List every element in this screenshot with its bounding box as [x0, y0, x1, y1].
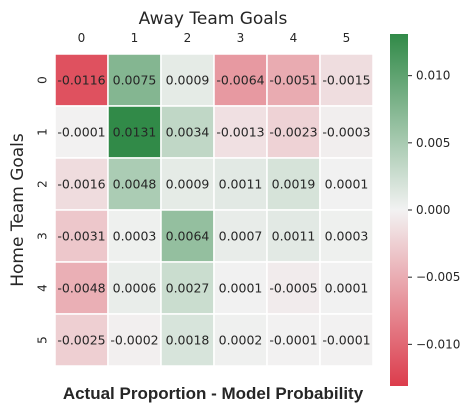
y-tick-label: 3 — [36, 232, 50, 240]
heatmap-cell — [213, 157, 268, 211]
heatmap-cell — [54, 209, 109, 263]
cell-value-label: -0.0064 — [216, 73, 264, 88]
cell-value-label: 0.0001 — [325, 281, 369, 296]
cell-value-label: 0.0048 — [113, 177, 157, 192]
colorbar-gradient — [390, 34, 408, 386]
cell-value-label: -0.0023 — [269, 125, 317, 140]
heatmap-cells: -0.0116 0.0075 0.0009 -0.0064 -0.0051 -0.0015… — [54, 53, 374, 367]
heatmap-cell — [319, 261, 374, 315]
x-tick-labels: 0 1 2 3 4 5 — [78, 31, 351, 45]
cell-value-label: 0.0131 — [113, 125, 157, 140]
cell-value-label: 0.0027 — [166, 281, 210, 296]
heatmap-cell — [319, 313, 374, 367]
colorbar-tick-label: −0.005 — [416, 270, 460, 284]
x-axis-label: Away Team Goals — [139, 9, 288, 29]
cell-value-label: -0.0005 — [269, 281, 317, 296]
y-tick-label: 1 — [36, 128, 50, 136]
heatmap-cell — [266, 209, 321, 263]
heatmap-cell — [266, 261, 321, 315]
cell-value-label: 0.0006 — [113, 281, 157, 296]
x-tick-label: 1 — [131, 31, 139, 45]
cell-value-label: 0.0001 — [325, 177, 369, 192]
cell-value-label: -0.0013 — [216, 125, 264, 140]
heatmap-cell — [213, 209, 268, 263]
heatmap-cell — [107, 53, 162, 107]
heatmap-cell — [319, 157, 374, 211]
heatmap-cell — [319, 209, 374, 263]
heatmap-cell — [160, 209, 215, 263]
x-tick-label: 4 — [290, 31, 298, 45]
cell-value-label: -0.0003 — [322, 125, 370, 140]
colorbar-tick-label: 0.010 — [416, 69, 450, 83]
chart-title: Actual Proportion - Model Probability — [63, 384, 364, 403]
cell-value-label: -0.0051 — [269, 73, 317, 88]
colorbar-tick-label: 0.000 — [416, 203, 450, 217]
heatmap-cell — [319, 105, 374, 159]
cell-value-label: -0.0001 — [269, 333, 317, 348]
cell-value-label: 0.0001 — [219, 281, 263, 296]
heatmap-cell — [213, 261, 268, 315]
heatmap-cell — [319, 53, 374, 107]
heatmap-cell — [213, 105, 268, 159]
x-tick-label: 5 — [343, 31, 351, 45]
cell-value-label: 0.0064 — [166, 229, 210, 244]
heatmap-cell — [54, 313, 109, 367]
y-tick-label: 2 — [36, 180, 50, 188]
colorbar-tick-label: 0.005 — [416, 136, 450, 150]
colorbar: 0.010 0.005 0.000 −0.005 −0.010 — [390, 34, 460, 386]
y-axis-label: Home Team Goals — [8, 133, 28, 287]
cell-value-label: 0.0019 — [272, 177, 316, 192]
cell-value-label: -0.0001 — [322, 333, 370, 348]
cell-value-label: -0.0016 — [57, 177, 105, 192]
x-tick-label: 3 — [237, 31, 245, 45]
cell-value-label: -0.0048 — [57, 281, 105, 296]
heatmap-cell — [266, 313, 321, 367]
cell-value-label: 0.0011 — [219, 177, 263, 192]
y-tick-label: 5 — [36, 336, 50, 344]
x-tick-label: 2 — [184, 31, 192, 45]
cell-value-label: 0.0002 — [219, 333, 263, 348]
cell-value-label: 0.0009 — [166, 73, 210, 88]
heatmap-cell — [266, 157, 321, 211]
cell-value-label: 0.0034 — [166, 125, 210, 140]
cell-value-label: -0.0002 — [110, 333, 158, 348]
cell-value-label: -0.0116 — [57, 73, 105, 88]
heatmap-cell — [160, 261, 215, 315]
x-tick-label: 0 — [78, 31, 86, 45]
y-tick-labels: 0 1 2 3 4 5 — [36, 76, 50, 344]
cell-value-label: -0.0025 — [57, 333, 105, 348]
cell-value-label: 0.0018 — [166, 333, 210, 348]
heatmap-cell — [213, 313, 268, 367]
y-tick-label: 0 — [36, 76, 50, 84]
heatmap-cell — [107, 157, 162, 211]
cell-value-label: 0.0007 — [219, 229, 263, 244]
heatmap-cell — [107, 105, 162, 159]
colorbar-tick-label: −0.010 — [416, 337, 460, 351]
heatmap-cell — [54, 53, 109, 107]
cell-value-label: 0.0009 — [166, 177, 210, 192]
cell-value-label: -0.0001 — [57, 125, 105, 140]
cell-value-label: 0.0003 — [325, 229, 369, 244]
heatmap-cell — [107, 209, 162, 263]
cell-value-label: -0.0015 — [322, 73, 370, 88]
cell-value-label: 0.0003 — [113, 229, 157, 244]
y-tick-label: 4 — [36, 284, 50, 292]
cell-value-label: -0.0031 — [57, 229, 105, 244]
cell-value-label: 0.0011 — [272, 229, 316, 244]
cell-value-label: 0.0075 — [113, 73, 157, 88]
